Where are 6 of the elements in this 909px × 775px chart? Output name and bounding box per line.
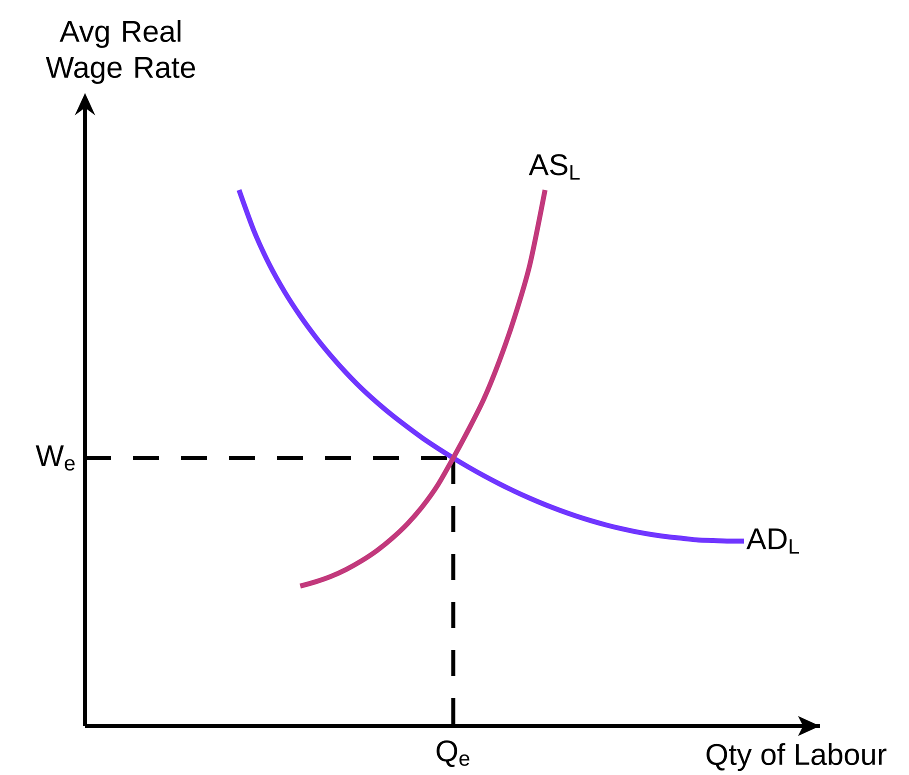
text: Q$_{e}$ bbox=[436, 740, 470, 768]
ref-line-label: W$_{e}$ bbox=[36, 445, 75, 471]
series-label: AD$_{L}$ bbox=[746, 528, 800, 554]
series-label: AS$_{L}$ bbox=[528, 154, 580, 180]
y-axis-title: Avg Real Wage Rate bbox=[46, 20, 195, 84]
x-axis-title: Qty of Labour bbox=[706, 743, 886, 771]
